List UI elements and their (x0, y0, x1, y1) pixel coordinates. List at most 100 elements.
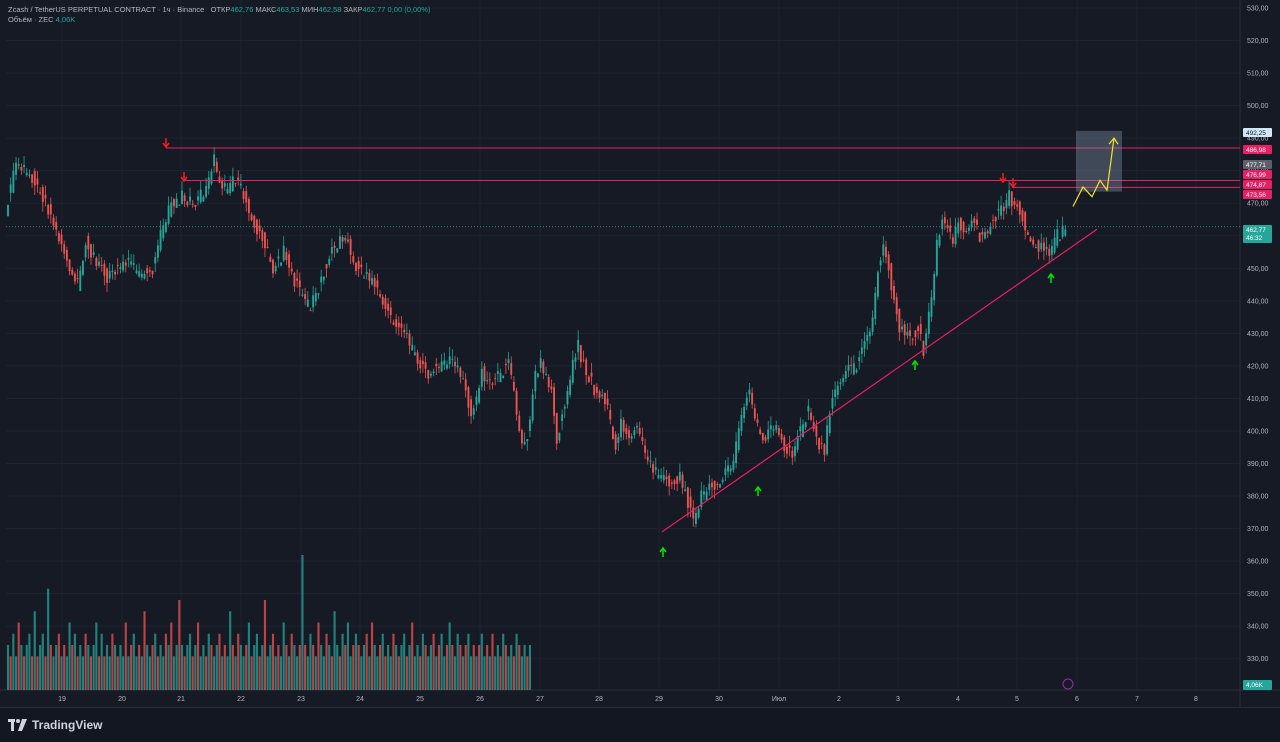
candle-body (978, 232, 981, 242)
volume-bar (370, 622, 374, 690)
volume-bar (338, 656, 341, 690)
candle-body (753, 408, 756, 419)
volume-bar (140, 656, 143, 690)
price-axis-tick: 490,00 (1247, 136, 1269, 143)
volume-bar (285, 645, 288, 690)
candle-body (777, 427, 780, 435)
candle-body (812, 422, 815, 429)
candle-body (571, 359, 574, 383)
candle-body (73, 273, 76, 282)
candle-body (355, 262, 357, 271)
candle-body (716, 483, 719, 486)
volume-bar (52, 656, 55, 690)
volume-bar (290, 633, 293, 690)
candle-body (68, 259, 71, 272)
volume-bar (95, 622, 98, 690)
candle-body (684, 489, 687, 492)
events-icon[interactable] (1062, 678, 1074, 690)
volume-bar (79, 645, 82, 690)
candle-body (261, 230, 264, 241)
candle-body (143, 273, 146, 279)
time-axis-tick: Июл (772, 696, 786, 703)
candle-body (488, 379, 491, 381)
volume-bar (512, 656, 515, 690)
candle-body (491, 383, 494, 385)
candle-body (234, 183, 237, 185)
time-axis-tick: 30 (715, 696, 723, 703)
candle-body (411, 344, 414, 351)
candle-body (649, 460, 652, 462)
volume-bar (63, 645, 66, 690)
symbol-legend: Zcash / TetherUS PERPETUAL CONTRACT · 1ч… (8, 5, 430, 15)
support-trendline[interactable] (661, 228, 1098, 533)
candle-body (515, 390, 518, 415)
volume-bar (427, 656, 430, 690)
candle-body (834, 389, 837, 398)
candle-body (202, 196, 205, 202)
price-axis-tick: 370,00 (1247, 526, 1269, 533)
candle-body (1005, 200, 1008, 209)
volume-bar (360, 656, 363, 690)
volume-bar (349, 656, 352, 690)
price-axis-tick: 520,00 (1247, 38, 1269, 45)
volume-bar (119, 645, 122, 690)
volume-bar (105, 645, 109, 690)
volume-legend: Объём · ZEC 4,06K (8, 15, 75, 25)
tradingview-logo[interactable]: TradingView (8, 718, 102, 732)
volume-bar (234, 656, 237, 690)
volume-bar (164, 633, 167, 690)
low-value: 462,58 (318, 5, 342, 14)
volume-bar (167, 645, 170, 690)
price-chart[interactable]: 530,00520,00510,00500,00490,00480,00470,… (0, 0, 1280, 707)
volume-bar (379, 645, 382, 690)
candle-body (946, 225, 949, 229)
candle-body (951, 237, 954, 244)
candle-body (909, 330, 912, 337)
candle-body (106, 268, 108, 283)
candle-body (486, 380, 489, 382)
candle-body (379, 294, 382, 297)
candle-body (970, 220, 973, 228)
symbol-title[interactable]: Zcash / TetherUS PERPETUAL CONTRACT · 1ч… (8, 5, 205, 14)
candle-body (231, 176, 234, 192)
candle-body (427, 369, 430, 379)
down-arrow-icon (180, 176, 188, 183)
candle-body (523, 441, 526, 445)
candle-body (930, 297, 933, 317)
candle-body (893, 286, 895, 300)
volume-bar (483, 656, 486, 690)
volume-bar (114, 645, 117, 690)
price-level-label-text: 473,56 (1246, 192, 1266, 199)
price-axis-tick: 400,00 (1247, 428, 1269, 435)
candle-body (625, 428, 628, 434)
volume-bar (384, 656, 387, 690)
candle-body (959, 217, 962, 231)
candle-body (282, 245, 285, 261)
candle-body (668, 475, 671, 487)
candle-body (1008, 190, 1011, 206)
volume-bar (218, 633, 221, 690)
candle-body (1048, 248, 1051, 256)
volume-bar (344, 645, 347, 690)
candle-body (903, 324, 906, 336)
candle-body (127, 257, 130, 260)
volume-bar (47, 588, 50, 690)
volume-bar (196, 622, 200, 690)
candle-body (767, 429, 770, 440)
volume-badge (1243, 680, 1272, 690)
candle-body (890, 263, 893, 291)
candle-body (711, 482, 713, 488)
candle-body (154, 257, 157, 264)
projection-path[interactable] (1072, 138, 1115, 207)
candle-body (545, 374, 547, 376)
volume-bar (22, 656, 26, 690)
volume-bar (14, 656, 18, 690)
volume-bar (148, 656, 151, 690)
volume-bar (496, 645, 499, 690)
volume-bar (87, 645, 90, 690)
candle-body (79, 270, 82, 292)
candle-body (539, 358, 542, 368)
candle-body (312, 295, 315, 308)
candle-body (745, 397, 748, 406)
candle-body (237, 177, 240, 181)
